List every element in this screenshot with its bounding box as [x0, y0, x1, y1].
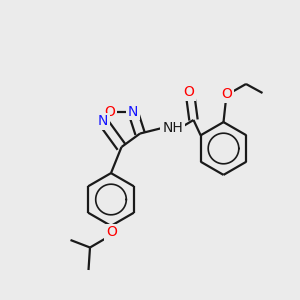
Text: N: N	[128, 105, 138, 119]
Text: O: O	[105, 105, 116, 119]
Text: O: O	[221, 88, 232, 101]
Text: O: O	[106, 226, 117, 239]
Text: NH: NH	[162, 121, 183, 134]
Text: O: O	[184, 85, 194, 99]
Text: N: N	[98, 115, 108, 128]
